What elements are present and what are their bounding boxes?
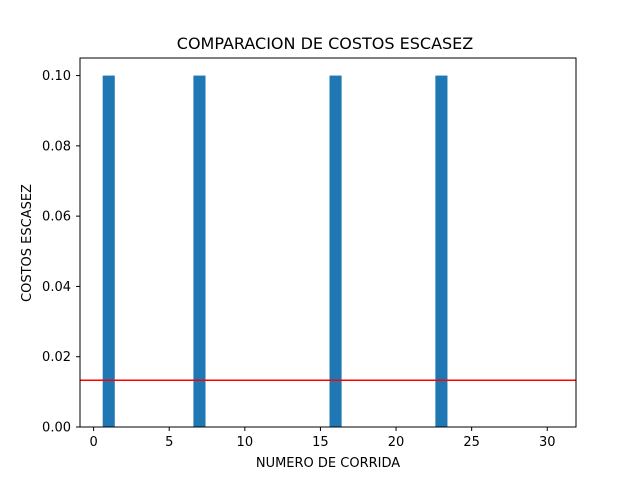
x-tick-label: 5 <box>165 435 173 450</box>
y-tick-label: 0.02 <box>42 350 71 365</box>
x-tick-label: 0 <box>89 435 97 450</box>
bar-7 <box>193 75 206 428</box>
chart-title: COMPARACION DE COSTOS ESCASEZ <box>177 34 474 53</box>
bar-23 <box>435 75 448 428</box>
x-tick-label: 25 <box>463 435 480 450</box>
x-tick-label: 15 <box>312 435 329 450</box>
x-tick-label: 10 <box>237 435 254 450</box>
y-tick-label: 0.08 <box>42 139 71 154</box>
y-tick-label: 0.10 <box>42 69 71 84</box>
y-tick-label: 0.04 <box>42 280 71 295</box>
x-tick-label: 20 <box>388 435 405 450</box>
x-axis-label: NUMERO DE CORRIDA <box>256 456 400 471</box>
plot-area <box>80 75 576 428</box>
y-axis-label: COSTOS ESCASEZ <box>20 184 35 302</box>
x-tick-label: 30 <box>539 435 556 450</box>
bar-16 <box>329 75 342 428</box>
y-tick-label: 0.06 <box>42 210 71 225</box>
plot-frame <box>79 57 577 428</box>
bar-1 <box>102 75 115 428</box>
axes: 0 5 10 15 20 25 30 0.00 0.02 0.04 0.06 0.08 0.10 <box>42 57 577 450</box>
y-tick-label: 0.00 <box>42 421 71 436</box>
